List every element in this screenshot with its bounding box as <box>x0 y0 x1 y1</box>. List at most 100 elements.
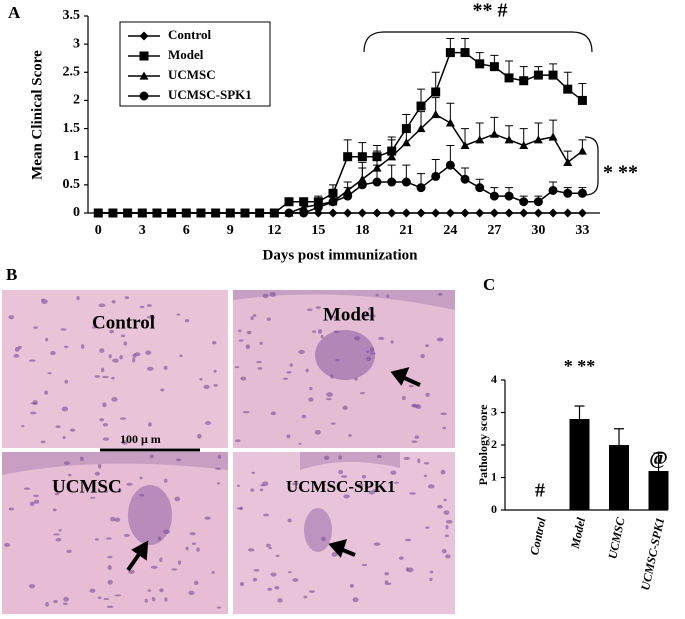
annotation: ** # <box>473 0 508 22</box>
nucleus <box>60 328 67 331</box>
marker <box>460 208 470 218</box>
y-tick-label: 1 <box>491 469 497 483</box>
nucleus <box>386 294 390 298</box>
marker <box>533 70 543 80</box>
nucleus <box>265 543 271 548</box>
nucleus <box>404 538 412 542</box>
marker <box>416 208 426 218</box>
nucleus <box>164 597 168 602</box>
nucleus <box>21 425 25 428</box>
nucleus <box>102 423 109 427</box>
marker <box>255 208 265 218</box>
nucleus <box>409 492 416 495</box>
nucleus <box>292 578 299 582</box>
nucleus <box>342 405 348 410</box>
nucleus <box>375 293 379 297</box>
marker <box>387 208 397 218</box>
nucleus <box>62 602 68 606</box>
marker <box>519 140 529 150</box>
nucleus <box>112 358 119 363</box>
nucleus <box>94 471 101 476</box>
nucleus <box>354 336 361 341</box>
marker <box>167 208 177 218</box>
y-tick-label: 3 <box>73 36 80 51</box>
y-tick-label: 3.5 <box>63 8 81 23</box>
nucleus <box>301 414 307 419</box>
nucleus <box>146 315 153 319</box>
nucleus <box>236 484 241 487</box>
nucleus <box>14 346 20 352</box>
nucleus <box>176 313 181 316</box>
marker <box>387 152 397 161</box>
nucleus <box>425 392 430 397</box>
nucleus <box>445 554 451 559</box>
nucleus <box>139 493 145 497</box>
nucleus <box>305 368 309 373</box>
marker <box>548 208 558 218</box>
x-tick-label: 27 <box>487 223 501 238</box>
nucleus <box>314 429 321 435</box>
bracket <box>584 136 599 196</box>
nucleus <box>41 298 45 301</box>
nucleus <box>384 580 389 584</box>
nucleus <box>81 344 85 349</box>
nucleus <box>441 549 447 554</box>
nucleus <box>33 499 40 504</box>
nucleus <box>76 296 80 301</box>
nucleus <box>144 598 148 603</box>
nucleus <box>213 383 218 387</box>
y-tick-label: 4 <box>491 372 497 386</box>
nucleus <box>110 516 115 522</box>
nucleus <box>443 498 447 502</box>
nucleus <box>330 422 336 425</box>
marker <box>284 197 294 207</box>
nucleus <box>238 329 242 333</box>
nucleus <box>203 384 210 389</box>
nucleus <box>119 354 123 360</box>
nucleus <box>99 348 105 353</box>
marker <box>196 208 206 218</box>
marker <box>372 177 382 187</box>
nucleus <box>309 386 313 391</box>
nucleus <box>263 513 270 517</box>
marker <box>577 188 587 198</box>
nucleus <box>308 590 315 593</box>
nucleus <box>361 563 368 567</box>
nucleus <box>217 454 222 459</box>
nucleus <box>89 588 96 593</box>
nucleus <box>303 595 308 599</box>
nucleus <box>120 334 126 338</box>
nucleus <box>139 476 143 480</box>
nucleus <box>189 532 196 536</box>
panel-label: C <box>483 275 495 294</box>
nucleus <box>372 488 380 493</box>
nucleus <box>216 606 222 609</box>
infiltrate <box>315 330 375 380</box>
nucleus <box>105 537 112 540</box>
scale-bar-label: 100 μ m <box>120 432 161 446</box>
marker <box>445 160 455 170</box>
nucleus <box>270 572 277 577</box>
tissue-edge <box>2 452 228 475</box>
nucleus <box>367 307 372 311</box>
x-tick-label: 3 <box>139 223 146 238</box>
nucleus <box>330 374 334 379</box>
nucleus <box>98 463 102 469</box>
nucleus <box>402 395 406 401</box>
nucleus <box>288 571 292 574</box>
nucleus <box>53 599 58 604</box>
nucleus <box>378 336 385 340</box>
marker <box>357 152 367 162</box>
nucleus <box>252 314 257 318</box>
bar <box>648 471 669 510</box>
marker <box>152 208 162 218</box>
nucleus <box>216 482 221 485</box>
marker <box>93 208 103 218</box>
marker <box>313 202 323 212</box>
nucleus <box>149 454 154 459</box>
bracket <box>363 31 593 53</box>
nucleus <box>40 440 46 444</box>
marker <box>489 191 499 201</box>
x-tick-label: UCMSC <box>605 515 628 560</box>
nucleus <box>352 597 359 603</box>
